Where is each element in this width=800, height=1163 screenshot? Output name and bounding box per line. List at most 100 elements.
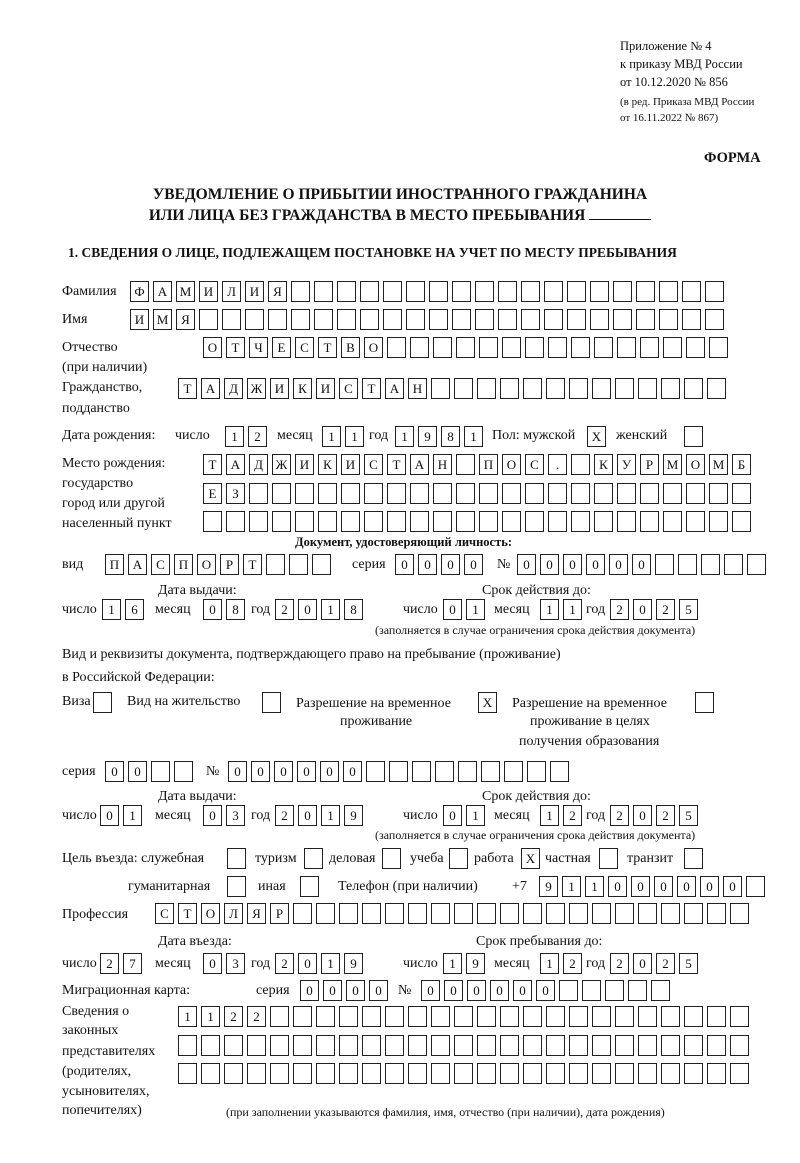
char-cell[interactable] xyxy=(615,1035,634,1056)
char-cell[interactable] xyxy=(456,454,475,475)
char-cell[interactable]: 0 xyxy=(517,554,536,575)
char-cell[interactable] xyxy=(224,1035,243,1056)
char-cell[interactable] xyxy=(408,903,427,924)
char-cell[interactable]: X xyxy=(587,426,606,447)
char-cell[interactable]: М xyxy=(663,454,682,475)
char-cell[interactable] xyxy=(701,554,720,575)
char-cell[interactable] xyxy=(686,483,705,504)
purpose-other-checkbox[interactable] xyxy=(300,876,319,897)
char-cell[interactable] xyxy=(571,511,590,532)
char-cell[interactable]: 0 xyxy=(203,953,222,974)
char-cell[interactable] xyxy=(339,903,358,924)
char-cell[interactable] xyxy=(387,337,406,358)
char-cell[interactable] xyxy=(268,309,287,330)
char-cell[interactable] xyxy=(613,309,632,330)
char-cell[interactable]: М xyxy=(176,281,195,302)
char-cell[interactable]: А xyxy=(226,454,245,475)
char-cell[interactable] xyxy=(582,980,601,1001)
char-cell[interactable] xyxy=(638,1035,657,1056)
char-cell[interactable] xyxy=(224,1063,243,1084)
char-cell[interactable]: 0 xyxy=(323,980,342,1001)
char-cell[interactable] xyxy=(293,1063,312,1084)
char-cell[interactable] xyxy=(408,1035,427,1056)
char-cell[interactable]: Т xyxy=(178,903,197,924)
char-cell[interactable] xyxy=(684,848,703,869)
char-cell[interactable] xyxy=(431,1063,450,1084)
char-cell[interactable] xyxy=(684,1006,703,1027)
char-cell[interactable]: 2 xyxy=(100,953,119,974)
char-cell[interactable]: 0 xyxy=(369,980,388,1001)
char-cell[interactable] xyxy=(456,483,475,504)
char-cell[interactable]: 0 xyxy=(540,554,559,575)
char-cell[interactable]: 1 xyxy=(321,953,340,974)
char-cell[interactable]: И xyxy=(316,378,335,399)
char-cell[interactable] xyxy=(318,483,337,504)
char-cell[interactable] xyxy=(730,903,749,924)
char-cell[interactable]: 1 xyxy=(322,426,341,447)
char-cell[interactable] xyxy=(684,426,703,447)
char-cell[interactable]: А xyxy=(385,378,404,399)
char-cell[interactable]: 2 xyxy=(656,599,675,620)
char-cell[interactable] xyxy=(594,483,613,504)
char-cell[interactable] xyxy=(730,1063,749,1084)
char-cell[interactable] xyxy=(747,554,766,575)
char-cell[interactable] xyxy=(613,281,632,302)
char-cell[interactable] xyxy=(477,1006,496,1027)
visa-checkbox[interactable] xyxy=(93,692,112,713)
char-cell[interactable] xyxy=(525,337,544,358)
char-cell[interactable] xyxy=(314,281,333,302)
char-cell[interactable] xyxy=(546,1035,565,1056)
char-cell[interactable] xyxy=(661,378,680,399)
char-cell[interactable] xyxy=(615,1063,634,1084)
char-cell[interactable] xyxy=(502,511,521,532)
char-cell[interactable] xyxy=(475,281,494,302)
char-cell[interactable] xyxy=(410,483,429,504)
char-cell[interactable]: 2 xyxy=(563,805,582,826)
char-cell[interactable] xyxy=(266,554,285,575)
char-cell[interactable] xyxy=(705,281,724,302)
char-cell[interactable] xyxy=(289,554,308,575)
char-cell[interactable] xyxy=(477,903,496,924)
char-cell[interactable] xyxy=(500,1063,519,1084)
char-cell[interactable] xyxy=(314,309,333,330)
char-cell[interactable]: 0 xyxy=(441,554,460,575)
char-cell[interactable] xyxy=(615,1006,634,1027)
birth-place-field-3[interactable] xyxy=(203,511,751,532)
char-cell[interactable]: П xyxy=(479,454,498,475)
char-cell[interactable]: У xyxy=(617,454,636,475)
char-cell[interactable] xyxy=(151,761,170,782)
char-cell[interactable]: 5 xyxy=(679,805,698,826)
char-cell[interactable]: М xyxy=(153,309,172,330)
char-cell[interactable] xyxy=(571,454,590,475)
char-cell[interactable]: 0 xyxy=(723,876,742,897)
char-cell[interactable]: 1 xyxy=(443,953,462,974)
char-cell[interactable]: Я xyxy=(268,281,287,302)
sex-female-checkbox[interactable] xyxy=(684,426,703,447)
char-cell[interactable] xyxy=(684,903,703,924)
char-cell[interactable] xyxy=(523,1035,542,1056)
char-cell[interactable] xyxy=(456,337,475,358)
char-cell[interactable] xyxy=(304,848,323,869)
char-cell[interactable]: 1 xyxy=(102,599,121,620)
char-cell[interactable] xyxy=(406,309,425,330)
char-cell[interactable] xyxy=(431,1006,450,1027)
char-cell[interactable] xyxy=(366,761,385,782)
char-cell[interactable]: С xyxy=(295,337,314,358)
char-cell[interactable] xyxy=(594,511,613,532)
char-cell[interactable] xyxy=(454,1035,473,1056)
char-cell[interactable] xyxy=(661,903,680,924)
char-cell[interactable]: О xyxy=(502,454,521,475)
char-cell[interactable]: Р xyxy=(270,903,289,924)
char-cell[interactable] xyxy=(249,483,268,504)
char-cell[interactable] xyxy=(385,903,404,924)
char-cell[interactable]: 0 xyxy=(633,953,652,974)
char-cell[interactable]: 1 xyxy=(540,953,559,974)
char-cell[interactable]: 0 xyxy=(421,980,440,1001)
char-cell[interactable]: 6 xyxy=(125,599,144,620)
